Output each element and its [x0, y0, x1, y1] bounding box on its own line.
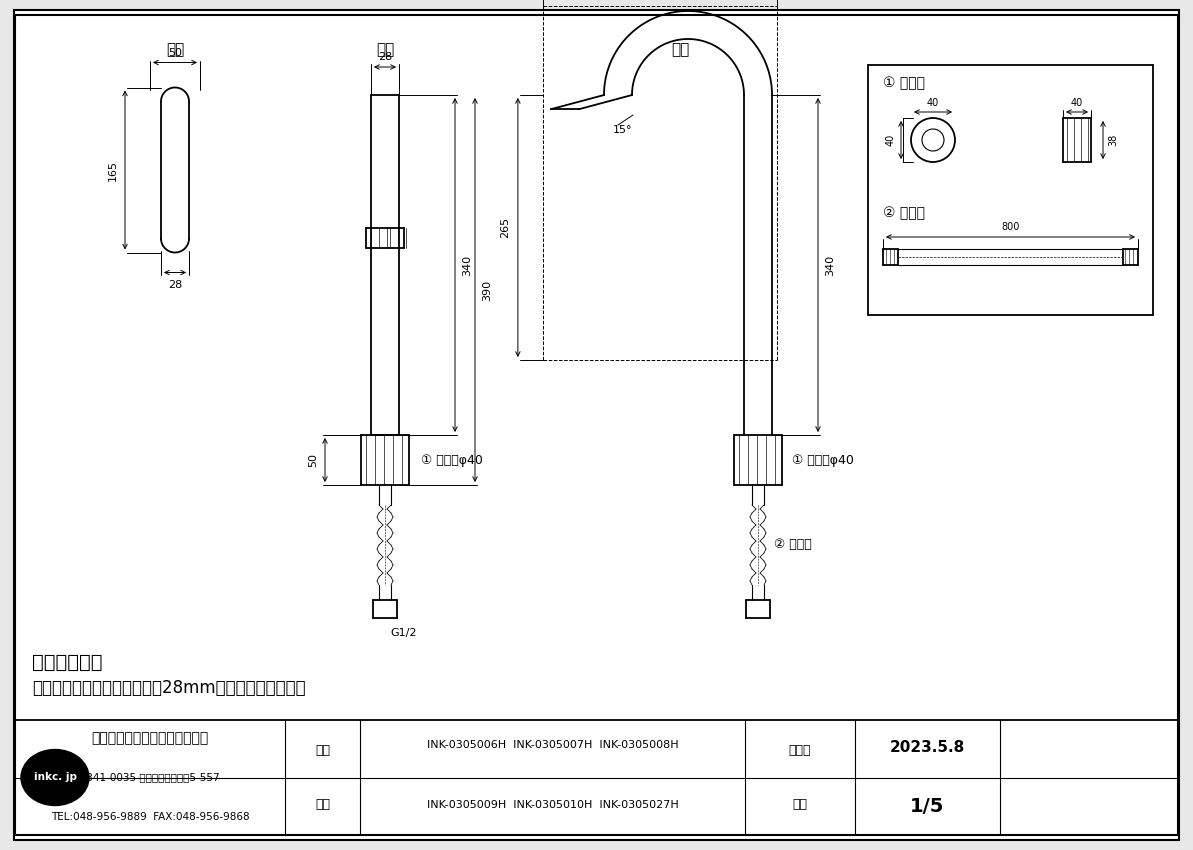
- Text: 340: 340: [462, 254, 472, 275]
- Text: 38: 38: [1108, 134, 1118, 146]
- Text: 作成日: 作成日: [789, 744, 811, 756]
- Text: 1/5: 1/5: [910, 797, 945, 817]
- Text: 〒341-0035 埼玉県三郷市庇野5-557: 〒341-0035 埼玉県三郷市庇野5-557: [80, 773, 220, 783]
- Text: 390: 390: [482, 280, 492, 301]
- Ellipse shape: [21, 750, 89, 806]
- Text: 上面: 上面: [166, 42, 184, 58]
- Text: 28: 28: [378, 52, 392, 62]
- Text: TEL:048-956-9889  FAX:048-956-9868: TEL:048-956-9889 FAX:048-956-9868: [50, 812, 249, 822]
- Text: 取り付け方法: 取り付け方法: [32, 653, 103, 672]
- Text: 側面: 側面: [670, 42, 690, 58]
- Text: 株式会社インクーポレーション: 株式会社インクーポレーション: [92, 731, 209, 745]
- Text: 品名: 品名: [315, 744, 330, 756]
- Text: 265: 265: [500, 217, 509, 238]
- Text: ① ナット: ① ナット: [883, 76, 925, 90]
- Text: 340: 340: [826, 254, 835, 275]
- Text: 800: 800: [1001, 222, 1020, 232]
- Text: 40: 40: [927, 98, 939, 108]
- Text: G1/2: G1/2: [390, 628, 416, 638]
- Text: ① ナットφ40: ① ナットφ40: [792, 454, 854, 467]
- Text: 40: 40: [886, 134, 896, 146]
- Text: 15°: 15°: [613, 125, 632, 135]
- Text: 正面: 正面: [376, 42, 394, 58]
- Text: ① ナットφ40: ① ナットφ40: [421, 454, 483, 467]
- Text: inkc. jp: inkc. jp: [33, 773, 76, 783]
- Text: 2023.5.8: 2023.5.8: [890, 740, 965, 756]
- Text: 40: 40: [1071, 98, 1083, 108]
- Text: 図名: 図名: [315, 798, 330, 812]
- Text: INK-0305006H  INK-0305007H  INK-0305008H: INK-0305006H INK-0305007H INK-0305008H: [427, 740, 679, 750]
- Text: INK-0305009H  INK-0305010H  INK-0305027H: INK-0305009H INK-0305010H INK-0305027H: [427, 800, 679, 810]
- Text: 28: 28: [168, 280, 183, 290]
- Text: 尺度: 尺度: [792, 798, 808, 812]
- Text: 50: 50: [308, 453, 319, 467]
- Text: ② ホース: ② ホース: [774, 539, 811, 552]
- Text: 天板へ穴開け加工する場合は28mmで開けてください。: 天板へ穴開け加工する場合は28mmで開けてください。: [32, 679, 305, 697]
- Text: 50: 50: [168, 48, 183, 58]
- Text: ② ホース: ② ホース: [883, 206, 925, 220]
- Text: 165: 165: [109, 160, 118, 180]
